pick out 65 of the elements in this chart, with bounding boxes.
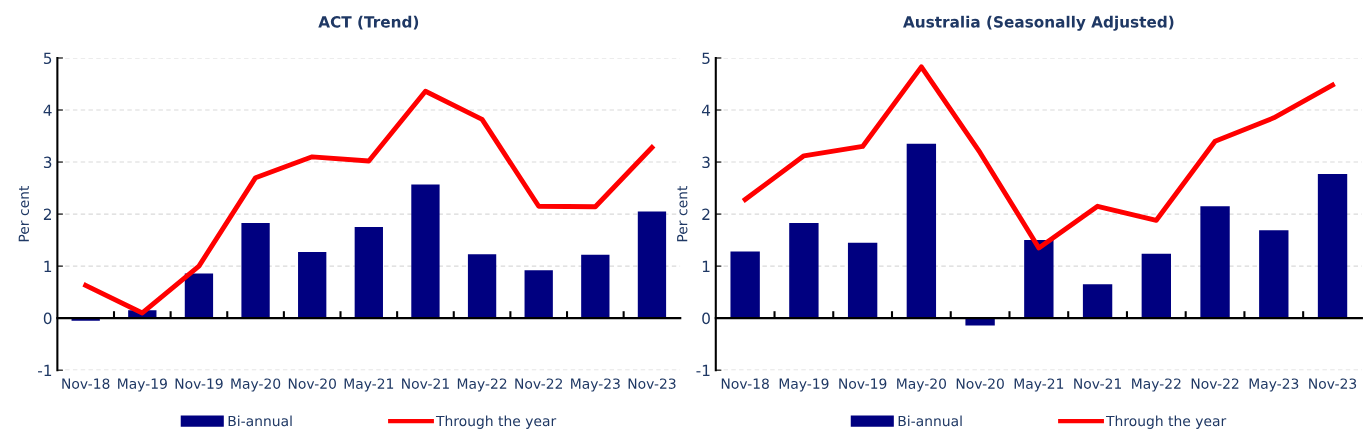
x-tick-label: Nov-19 (839, 378, 887, 389)
y-axis-title: Per cent (18, 185, 30, 242)
y-tick-label: 2 (702, 208, 710, 220)
x-tick-label: Nov-21 (1074, 378, 1122, 389)
x-tick-label: May-19 (118, 378, 167, 392)
x-tick-label: Nov-18 (721, 378, 769, 389)
x-tick-label: May-23 (571, 378, 620, 392)
x-tick-label: May-23 (1249, 378, 1299, 392)
bar (1141, 253, 1171, 319)
x-tick-label: May-20 (897, 378, 947, 392)
bar (581, 254, 610, 319)
y-tick-label: 3 (702, 156, 710, 169)
x-tick-label: Nov-21 (402, 378, 449, 389)
y-tick-label: 4 (43, 104, 52, 116)
x-tick-label: Nov-23 (1309, 378, 1357, 389)
y-tick-label: 1 (44, 260, 52, 272)
legend-label: Through the year (1105, 415, 1227, 429)
bar (1024, 240, 1054, 319)
y-tick-label: -1 (696, 364, 710, 376)
bar (1317, 174, 1348, 319)
y-tick-label: 2 (43, 208, 51, 220)
x-tick-label: Nov-18 (62, 378, 110, 389)
bar (354, 227, 383, 319)
y-tick-label: 5 (43, 52, 52, 64)
chart-title: ACT (Trend) (318, 15, 419, 30)
x-tick-label: Nov-23 (628, 378, 676, 389)
bar (411, 184, 440, 319)
y-tick-label: -1 (38, 364, 52, 376)
chart-title: Australia (Seasonally Adjusted) (903, 15, 1174, 31)
bar (298, 252, 327, 319)
bar (184, 273, 214, 319)
legend-label: Bi-annual (228, 415, 292, 427)
x-tick-label: Nov-22 (515, 378, 563, 389)
bar (1082, 284, 1113, 319)
y-tick-label: 5 (702, 52, 710, 64)
line-series (83, 88, 655, 316)
y-tick-label: 3 (43, 156, 52, 169)
bar (906, 143, 937, 319)
x-tick-label: May-20 (231, 378, 281, 392)
bar (637, 211, 667, 319)
y-tick-label: 1 (702, 260, 710, 272)
x-tick-label: Nov-20 (288, 378, 336, 389)
x-tick-label: Nov-22 (1191, 378, 1239, 389)
y-tick-label: 4 (701, 104, 711, 116)
bar (847, 242, 878, 319)
legend-label: Through the year (435, 415, 557, 429)
x-tick-label: May-19 (779, 378, 829, 392)
y-axis-title: Per cent (677, 185, 688, 242)
x-tick-label: May-21 (1014, 378, 1064, 392)
bar (730, 251, 760, 319)
x-tick-label: Nov-19 (175, 378, 223, 389)
x-tick-label: May-22 (457, 378, 507, 392)
bar (1259, 230, 1289, 319)
bar (1200, 206, 1230, 319)
line-series (742, 64, 1335, 251)
x-tick-label: May-21 (344, 378, 394, 392)
bar (524, 270, 553, 319)
bar (789, 222, 819, 319)
x-tick-label: Nov-20 (956, 378, 1004, 389)
bar (467, 254, 497, 319)
y-tick-label: 0 (702, 312, 710, 325)
bar (241, 222, 270, 319)
x-tick-label: May-22 (1132, 378, 1181, 392)
y-tick-label: 0 (43, 312, 52, 325)
legend-label: Bi-annual (898, 415, 962, 427)
